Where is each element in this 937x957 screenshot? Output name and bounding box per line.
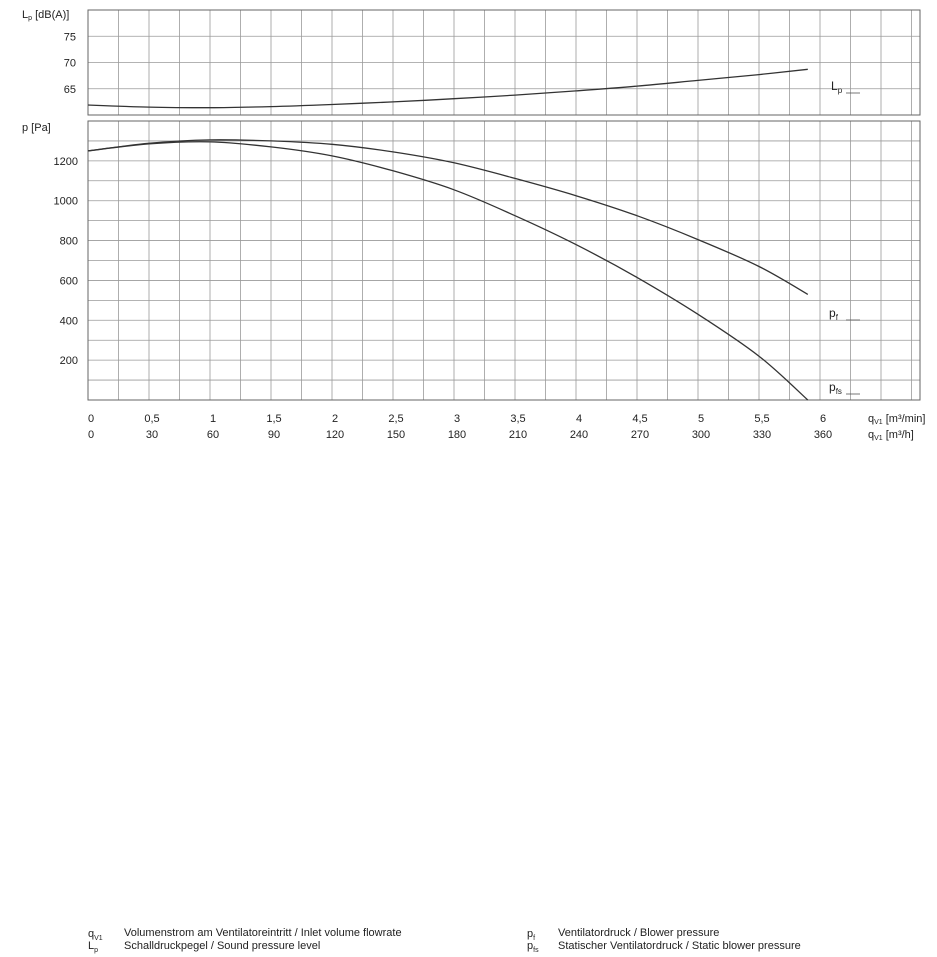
x-tick-label-primary: 5 [698,413,704,425]
x-tick-label-primary: 1 [210,413,216,425]
x-tick-label-primary: 4,5 [632,413,647,425]
x-tick-label-primary: 1,5 [266,413,281,425]
series-label-pfs: pfs [829,380,842,396]
x-tick-label-primary: 2 [332,413,338,425]
x-unit-secondary: qV1 [m³/h] [868,429,914,442]
legend-symbol: Lp [88,940,99,955]
x-tick-label-secondary: 60 [207,429,219,441]
sound-y-tick-label: 65 [64,84,76,96]
sound-axis-label: Lp [dB(A)] [22,9,69,22]
series-label-lp: Lp [831,79,843,95]
x-tick-label-primary: 3,5 [510,413,525,425]
x-tick-label-secondary: 360 [814,429,832,441]
sound-y-tick-label: 75 [64,31,76,43]
x-tick-label-secondary: 30 [146,429,158,441]
legend-text: Volumenstrom am Ventilatoreintritt / Inl… [124,927,402,939]
series-label-pf: pf [829,306,839,322]
pressure-y-tick-label: 200 [60,355,78,367]
legend-text: Ventilatordruck / Blower pressure [558,927,720,939]
x-tick-label-secondary: 180 [448,429,466,441]
x-tick-label-secondary: 240 [570,429,588,441]
sound-y-tick-label: 70 [64,58,76,70]
series-line-pfs [87,141,809,401]
x-tick-label-secondary: 210 [509,429,527,441]
sound-panel-frame [87,9,921,116]
pressure-y-tick-label: 600 [60,275,78,287]
x-unit-primary: qV1 [m³/min] [868,413,925,426]
x-tick-label-secondary: 0 [88,429,94,441]
x-tick-label-secondary: 330 [753,429,771,441]
fan-performance-chart: Lp [dB(A)] 65 70 75 p [Pa] 200 400 600 800 1000 12… [22,9,925,954]
pressure-y-tick-label: 800 [60,236,78,248]
pressure-y-tick-label: 400 [60,315,78,327]
pressure-y-tick-label: 1000 [54,196,78,208]
x-tick-label-secondary: 150 [387,429,405,441]
legend-text: Statischer Ventilatordruck / Static blow… [558,940,801,952]
x-tick-label-primary: 5,5 [754,413,769,425]
x-tick-label-primary: 0 [88,413,94,425]
x-tick-label-primary: 2,5 [388,413,403,425]
x-tick-label-secondary: 120 [326,429,344,441]
pressure-y-tick-label: 1200 [54,156,78,168]
x-tick-label-primary: 6 [820,413,826,425]
series-line-pf [87,139,809,295]
x-tick-label-primary: 3 [454,413,460,425]
x-tick-label-secondary: 270 [631,429,649,441]
x-tick-label-secondary: 300 [692,429,710,441]
series-line-lp [87,68,808,109]
pressure-panel-frame [87,120,921,401]
legend-symbol: pfs [527,940,539,955]
x-tick-label-primary: 4 [576,413,582,425]
legend-text: Schalldruckpegel / Sound pressure level [124,940,321,952]
x-tick-label-secondary: 90 [268,429,280,441]
pressure-axis-label: p [Pa] [22,122,51,134]
x-tick-label-primary: 0,5 [144,413,159,425]
